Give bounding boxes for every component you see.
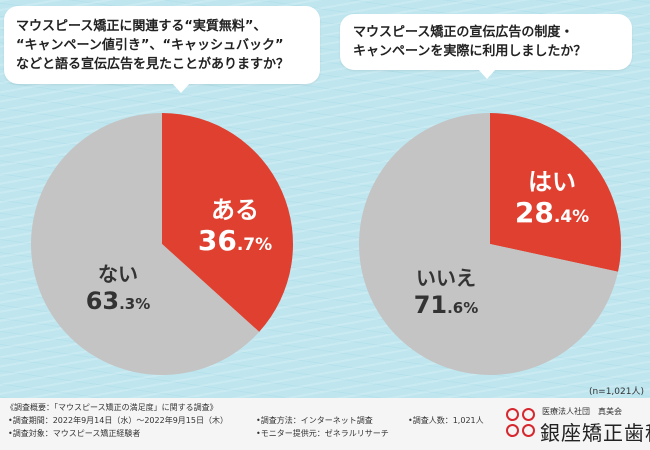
pie2-slice-no-value-int: 71: [413, 291, 448, 319]
pie1-slice-yes-name: ある: [211, 196, 259, 224]
question-2-line-2: キャンペーンを実際に利用しましたか？: [353, 44, 587, 59]
pie1-slice-no-name: ない: [98, 262, 138, 286]
pie1-slice-yes-value-int: 36: [197, 224, 237, 257]
sample-size-note: (n=1,021人): [588, 387, 644, 397]
question-1-line-1: マウスピース矯正に関連する“実質無料”、: [16, 19, 267, 34]
pie2-slice-yes-label: はい 28.4%: [510, 168, 594, 234]
pie2-slice-no: [358, 113, 619, 375]
clinic-corporation-name: 医療法人社団 真美会: [542, 407, 622, 416]
pie1-slice-no-value-int: 63: [85, 287, 120, 315]
question-bubble-2: マウスピース矯正の宣伝広告の制度・ キャンペーンを実際に利用しましたか？: [340, 14, 632, 79]
survey-count: •調査人数：1,021人: [408, 416, 484, 425]
pie1-slice-yes: [162, 113, 293, 332]
question-2-line-1: マウスピース矯正の宣伝広告の制度・: [353, 25, 574, 40]
pie1-slice-no: [30, 113, 260, 376]
pie1-slice-no-value-dec: .3%: [119, 295, 151, 313]
clinic-logo: 医療法人社団 真美会 銀座矯正歯科: [506, 406, 650, 446]
survey-provider: •モニター提供元：ゼネラルリサーチ: [256, 429, 389, 438]
pie2-slice-yes-name: はい: [528, 168, 576, 196]
survey-target: •調査対象：マウスピース矯正経験者: [8, 429, 141, 438]
pie1-slice-yes-value-dec: .7%: [236, 235, 273, 255]
pie2-slice-no-name: いいえ: [416, 266, 476, 290]
pie1-slice-no-label: ない 63.3%: [76, 262, 160, 319]
pie1-slice-yes-label: ある 36.7%: [190, 196, 280, 262]
survey-footer: 《調査概要：「マウスピース矯正の満足度」に関する調査》 •調査期間：2022年9…: [0, 398, 650, 450]
pie2-slice-yes-value-int: 28: [514, 196, 554, 229]
pie2-slice-no-label: いいえ 71.6%: [398, 266, 494, 323]
question-bubble-1: マウスピース矯正に関連する“実質無料”、 “キャンペーン値引き”、“キャッシュバ…: [4, 6, 320, 93]
clinic-logo-mark-icon: [506, 408, 538, 440]
survey-title: 《調査概要：「マウスピース矯正の満足度」に関する調査》: [6, 403, 218, 412]
pie2-slice-yes-value-dec: .4%: [553, 207, 590, 227]
question-1-line-2: “キャンペーン値引き”、“キャッシュバック”: [16, 38, 284, 53]
clinic-name: 銀座矯正歯科: [540, 421, 650, 445]
question-1-line-3: などと語る宣伝広告を見たことがありますか？: [16, 57, 290, 72]
pie2-slice-yes: [490, 113, 621, 272]
survey-method: •調査方法：インターネット調査: [256, 416, 373, 425]
survey-period: •調査期間：2022年9月14日（水）～2022年9月15日（木）: [8, 416, 228, 425]
pie2-slice-no-value-dec: .6%: [447, 299, 479, 317]
